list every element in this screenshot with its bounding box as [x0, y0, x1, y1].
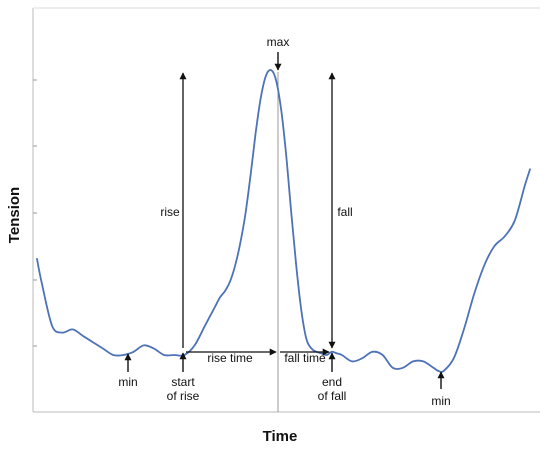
- annotation-label: min: [431, 394, 450, 408]
- y-axis-ticks: [33, 79, 37, 347]
- annotation-label: min: [118, 375, 137, 389]
- annotation-label: fall time: [284, 351, 326, 365]
- tension-curve: [36, 69, 531, 373]
- annotation-label: max: [267, 35, 290, 49]
- annotation-label: end of fall: [318, 375, 347, 403]
- y-axis-title: Tension: [6, 187, 23, 243]
- x-axis-title: Time: [263, 428, 298, 445]
- annotation-label: start of rise: [167, 375, 200, 403]
- annotation-label: fall: [337, 205, 352, 219]
- annotation-label: rise: [160, 205, 180, 219]
- annotation-label: rise time: [207, 351, 253, 365]
